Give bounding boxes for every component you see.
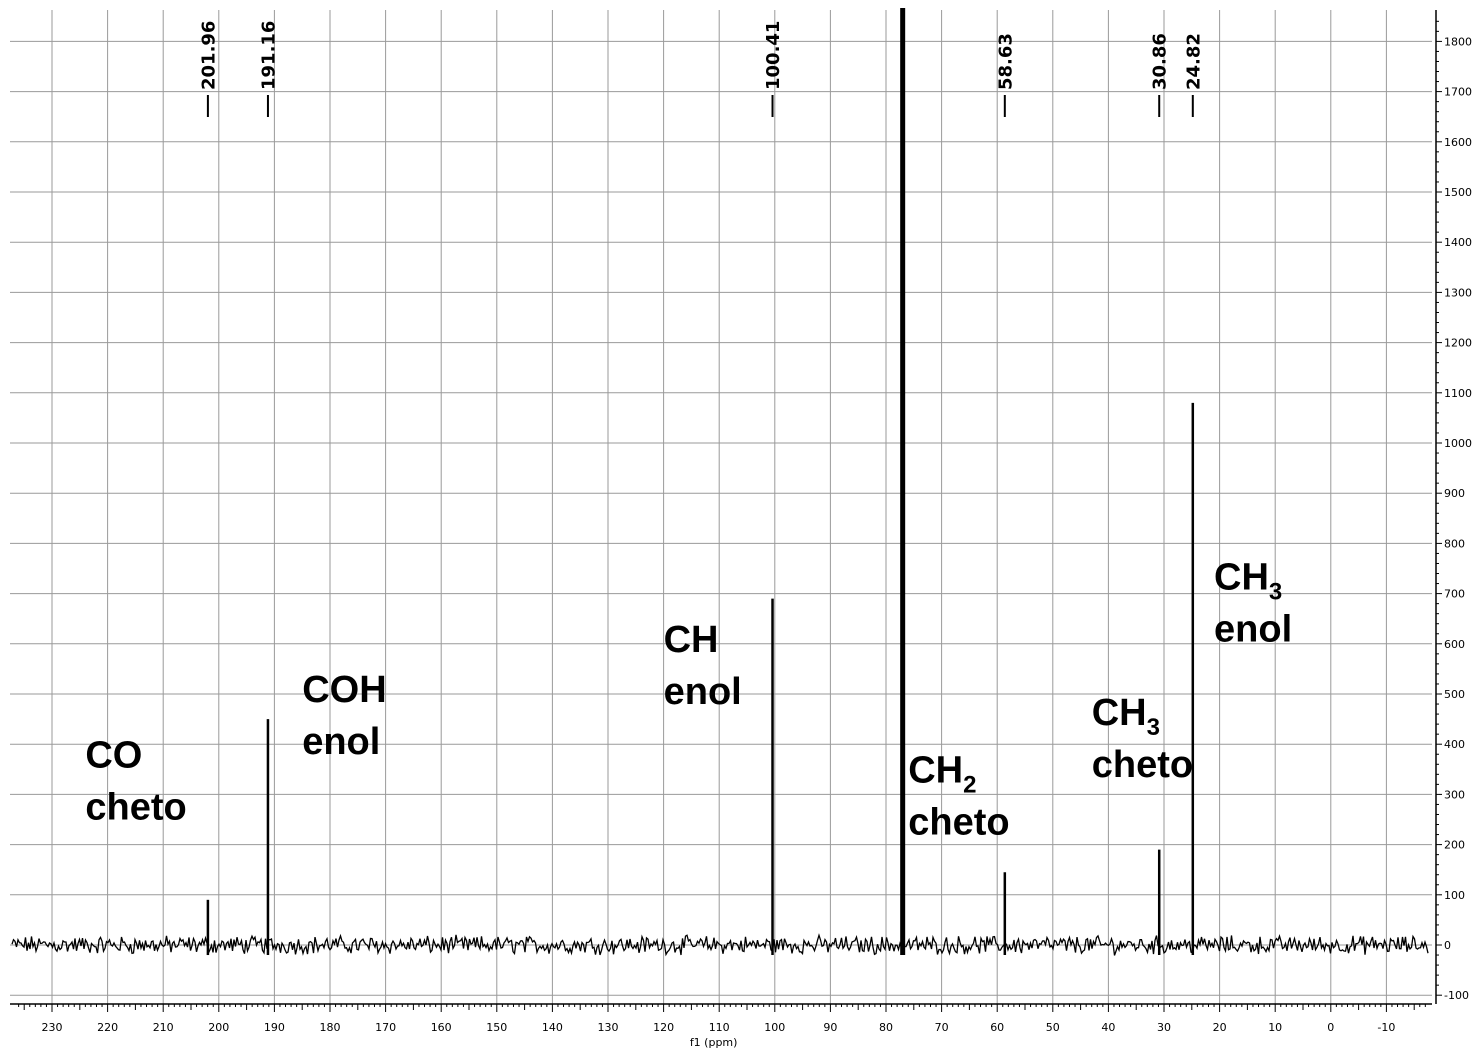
y-tick-label: 1500: [1444, 186, 1472, 199]
x-tick-label: 150: [486, 1021, 507, 1034]
annotation-form-label: enol: [302, 721, 380, 763]
annotation-group: CH: [1214, 556, 1269, 598]
peak-ppm-label: 100.41: [763, 21, 784, 90]
x-tick-label: 30: [1157, 1021, 1171, 1034]
y-tick-label: 600: [1444, 638, 1465, 651]
annotation-subscript: 3: [1147, 714, 1160, 741]
x-tick-label: 110: [709, 1021, 730, 1034]
x-tick-label: 190: [264, 1021, 285, 1034]
annotation-form-label: enol: [664, 671, 742, 713]
y-tick-label: 400: [1444, 738, 1465, 751]
x-tick-label: 60: [990, 1021, 1004, 1034]
y-tick-label: 300: [1444, 788, 1465, 801]
x-tick-label: 40: [1101, 1021, 1115, 1034]
annotation-group: CH: [664, 619, 719, 661]
y-tick-label: 500: [1444, 688, 1465, 701]
y-tick-label: 200: [1444, 839, 1465, 852]
annotation-group-label: CH2: [908, 750, 976, 799]
annotation-group-label: CO: [85, 735, 142, 777]
x-tick-label: 90: [823, 1021, 837, 1034]
annotation-group: CH: [1092, 692, 1147, 734]
x-tick-label: 10: [1268, 1021, 1282, 1034]
annotation-group-label: CH: [664, 619, 719, 661]
peak-ppm-label: 30.86: [1150, 33, 1171, 90]
annotation-group-label: CH3: [1092, 692, 1160, 741]
x-tick-label: 170: [375, 1021, 396, 1034]
y-tick-label: 1400: [1444, 236, 1472, 249]
x-tick-label: 160: [431, 1021, 452, 1034]
peak-ppm-label: 191.16: [258, 21, 279, 90]
y-tick-label: 1000: [1444, 437, 1472, 450]
annotation-form-label: enol: [1214, 608, 1292, 650]
y-tick-label: 1800: [1444, 35, 1472, 48]
y-tick-label: 700: [1444, 588, 1465, 601]
grid-lines: [10, 10, 1432, 1004]
y-tick-label: 100: [1444, 889, 1465, 902]
y-tick-label: 900: [1444, 487, 1465, 500]
peak-labels: 201.96 191.16 100.41 58.63 30.86 24.82: [198, 21, 1204, 117]
x-tick-label: 70: [935, 1021, 949, 1034]
y-tick-label: 1200: [1444, 337, 1472, 350]
x-tick-label: 0: [1327, 1021, 1334, 1034]
y-tick-label: 1600: [1444, 136, 1472, 149]
annotation-group-label: COH: [302, 669, 386, 711]
x-tick-label: 100: [764, 1021, 785, 1034]
annotation-form-label: cheto: [908, 802, 1009, 844]
axes: 230 220 210 200 190 180 170 160 150 140 130 120 110 1…: [10, 10, 1472, 1034]
annotations: COchetoCOHenolCHenolCH2chetoCH3chetoCH3e…: [85, 556, 1292, 843]
x-tick-label: 80: [879, 1021, 893, 1034]
x-tick-label: 180: [320, 1021, 341, 1034]
peak-ppm-label: 24.82: [1183, 33, 1204, 90]
x-axis-label: f1 (ppm): [690, 1036, 738, 1049]
x-tick-label: 130: [598, 1021, 619, 1034]
x-tick-label: 210: [153, 1021, 174, 1034]
annotation-form-label: cheto: [85, 787, 186, 829]
x-tick-label: 20: [1213, 1021, 1227, 1034]
annotation-group: CO: [85, 735, 142, 777]
x-tick-label: 230: [42, 1021, 63, 1034]
annotation-group-label: CH3: [1214, 556, 1282, 605]
y-tick-label: 0: [1444, 939, 1451, 952]
annotation-form-label: cheto: [1092, 744, 1193, 786]
y-tick-label: 1300: [1444, 286, 1472, 299]
peak-ppm-label: 201.96: [198, 21, 219, 90]
annotation-group: COH: [302, 669, 386, 711]
x-tick-label: 220: [97, 1021, 118, 1034]
x-tick-label: 120: [653, 1021, 674, 1034]
peak-ppm-label: 58.63: [995, 33, 1016, 90]
annotation-subscript: 3: [1269, 578, 1282, 605]
y-tick-label: -100: [1444, 989, 1469, 1002]
annotation-group: CH: [908, 750, 963, 792]
x-tick-label: 140: [542, 1021, 563, 1034]
x-tick-label: -10: [1377, 1021, 1395, 1034]
y-tick-label: 1100: [1444, 387, 1472, 400]
y-tick-label: 1700: [1444, 86, 1472, 99]
x-tick-label: 50: [1046, 1021, 1060, 1034]
annotation-subscript: 2: [963, 772, 976, 799]
y-tick-label: 800: [1444, 537, 1465, 550]
spectrum-trace: [11, 8, 1429, 957]
x-tick-label: 200: [208, 1021, 229, 1034]
